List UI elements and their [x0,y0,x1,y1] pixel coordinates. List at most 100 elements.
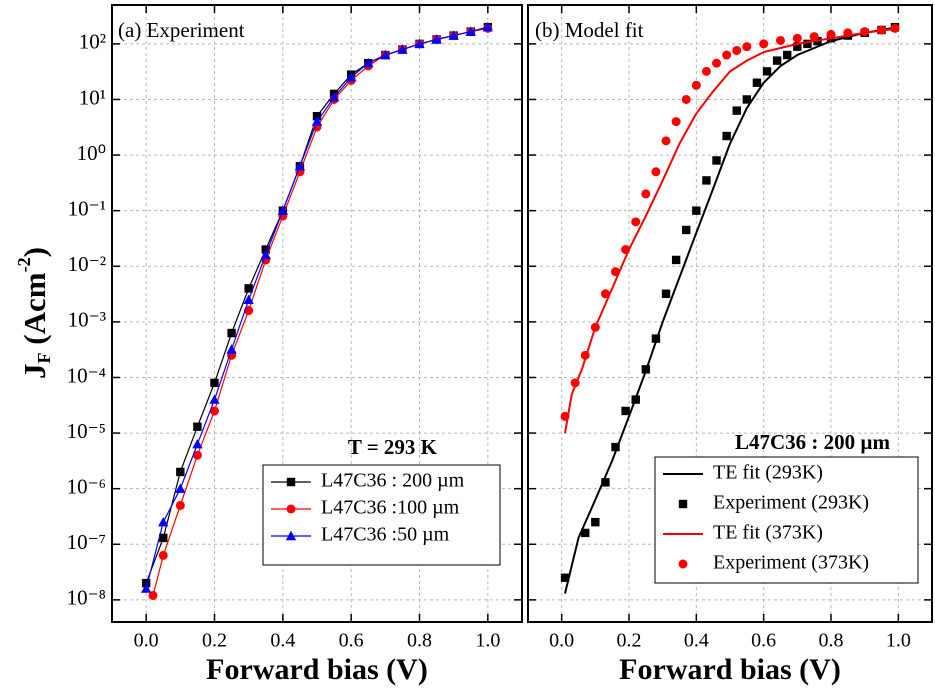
marker [682,225,691,235]
plot-frame [111,4,523,623]
marker [277,205,289,215]
marker [465,26,476,36]
marker [772,56,782,65]
annotation: L47C36 : 200 µm [735,430,891,454]
marker [793,42,802,51]
legend-marker [286,477,296,487]
x-tick-label: 0.0 [549,630,574,652]
y-tick-label: 10⁻³ [68,308,106,332]
marker [732,106,741,115]
marker [600,289,610,299]
marker [843,28,853,38]
x-axis-label: Forward bias (V) [619,653,841,686]
legend-box [654,456,919,584]
marker [681,94,691,104]
y-tick-label: 10⁻⁸ [67,586,106,610]
x-tick-label: 0.2 [617,630,642,652]
x-tick-label: 0.8 [407,630,432,652]
series-line [564,27,899,434]
marker [661,289,671,298]
marker [345,72,357,82]
marker [448,30,459,40]
y-tick-label: 10⁻¹ [68,196,106,220]
marker [601,478,610,487]
marker [651,167,661,177]
legend-marker [678,499,688,509]
x-tick-label: 0.2 [202,630,227,652]
marker [140,583,152,593]
annotation: T = 293 K [348,435,438,459]
legend-label: L47C36 : 200 µm [321,470,465,492]
x-tick-label: 1.0 [475,630,500,652]
marker [192,439,203,449]
y-tick-label: 10⁻² [68,252,106,276]
marker [671,117,681,127]
y-axis-label-part: (Acm [17,272,52,352]
annotation: (a) Experiment [118,18,245,42]
marker [560,411,570,421]
marker [692,206,701,215]
marker [193,422,202,431]
marker [158,550,168,560]
marker [244,284,253,293]
legend-label: TE fit (293K) [713,462,823,484]
marker [641,365,651,374]
marker [701,66,711,76]
marker [560,573,570,582]
marker [712,156,721,165]
marker [877,25,886,35]
y-tick-label: 10⁻⁶ [67,474,106,498]
marker [762,67,772,76]
marker [397,44,408,54]
legend-label: Experiment (373K) [713,552,869,574]
marker [890,23,900,33]
marker [722,50,732,60]
series-line [564,26,899,594]
marker [158,516,169,527]
x-tick-label: 0.4 [684,630,709,652]
marker [671,255,681,265]
marker [414,38,425,49]
x-tick-label: 1.0 [886,630,911,652]
legend-label: Experiment (293K) [713,492,869,514]
marker [209,394,220,404]
marker [631,395,640,404]
marker [742,95,752,104]
marker [260,249,271,260]
marker [732,45,742,55]
marker [702,176,711,185]
x-tick-label: 0.4 [270,630,295,652]
marker [776,35,785,45]
y-tick-label: 10⁻⁵ [67,419,106,443]
marker [482,21,494,32]
y-tick-label: 10¹ [79,85,106,109]
marker [826,29,836,39]
marker [783,50,792,60]
marker [261,245,270,254]
x-tick-label: 0.6 [751,630,776,652]
marker [148,590,158,600]
marker [621,406,630,416]
marker [227,328,236,338]
marker [621,245,631,255]
marker [591,517,600,527]
marker [722,131,731,141]
x-tick-label: 0.0 [134,630,159,652]
marker [590,322,600,332]
marker [803,39,812,49]
marker [175,483,186,493]
annotation: (b) Model fit [535,18,644,42]
legend-label: L47C36 :100 µm [321,497,460,519]
x-tick-label: 0.8 [819,630,844,652]
marker [641,189,651,199]
marker [759,39,769,49]
marker [570,378,580,388]
marker [141,578,151,588]
legend-label: TE fit (373K) [713,522,823,544]
marker [752,78,762,87]
marker [860,27,870,37]
marker [809,32,819,42]
y-axis-label-part: J [17,363,52,379]
legend-marker [285,530,297,541]
marker [580,350,590,360]
